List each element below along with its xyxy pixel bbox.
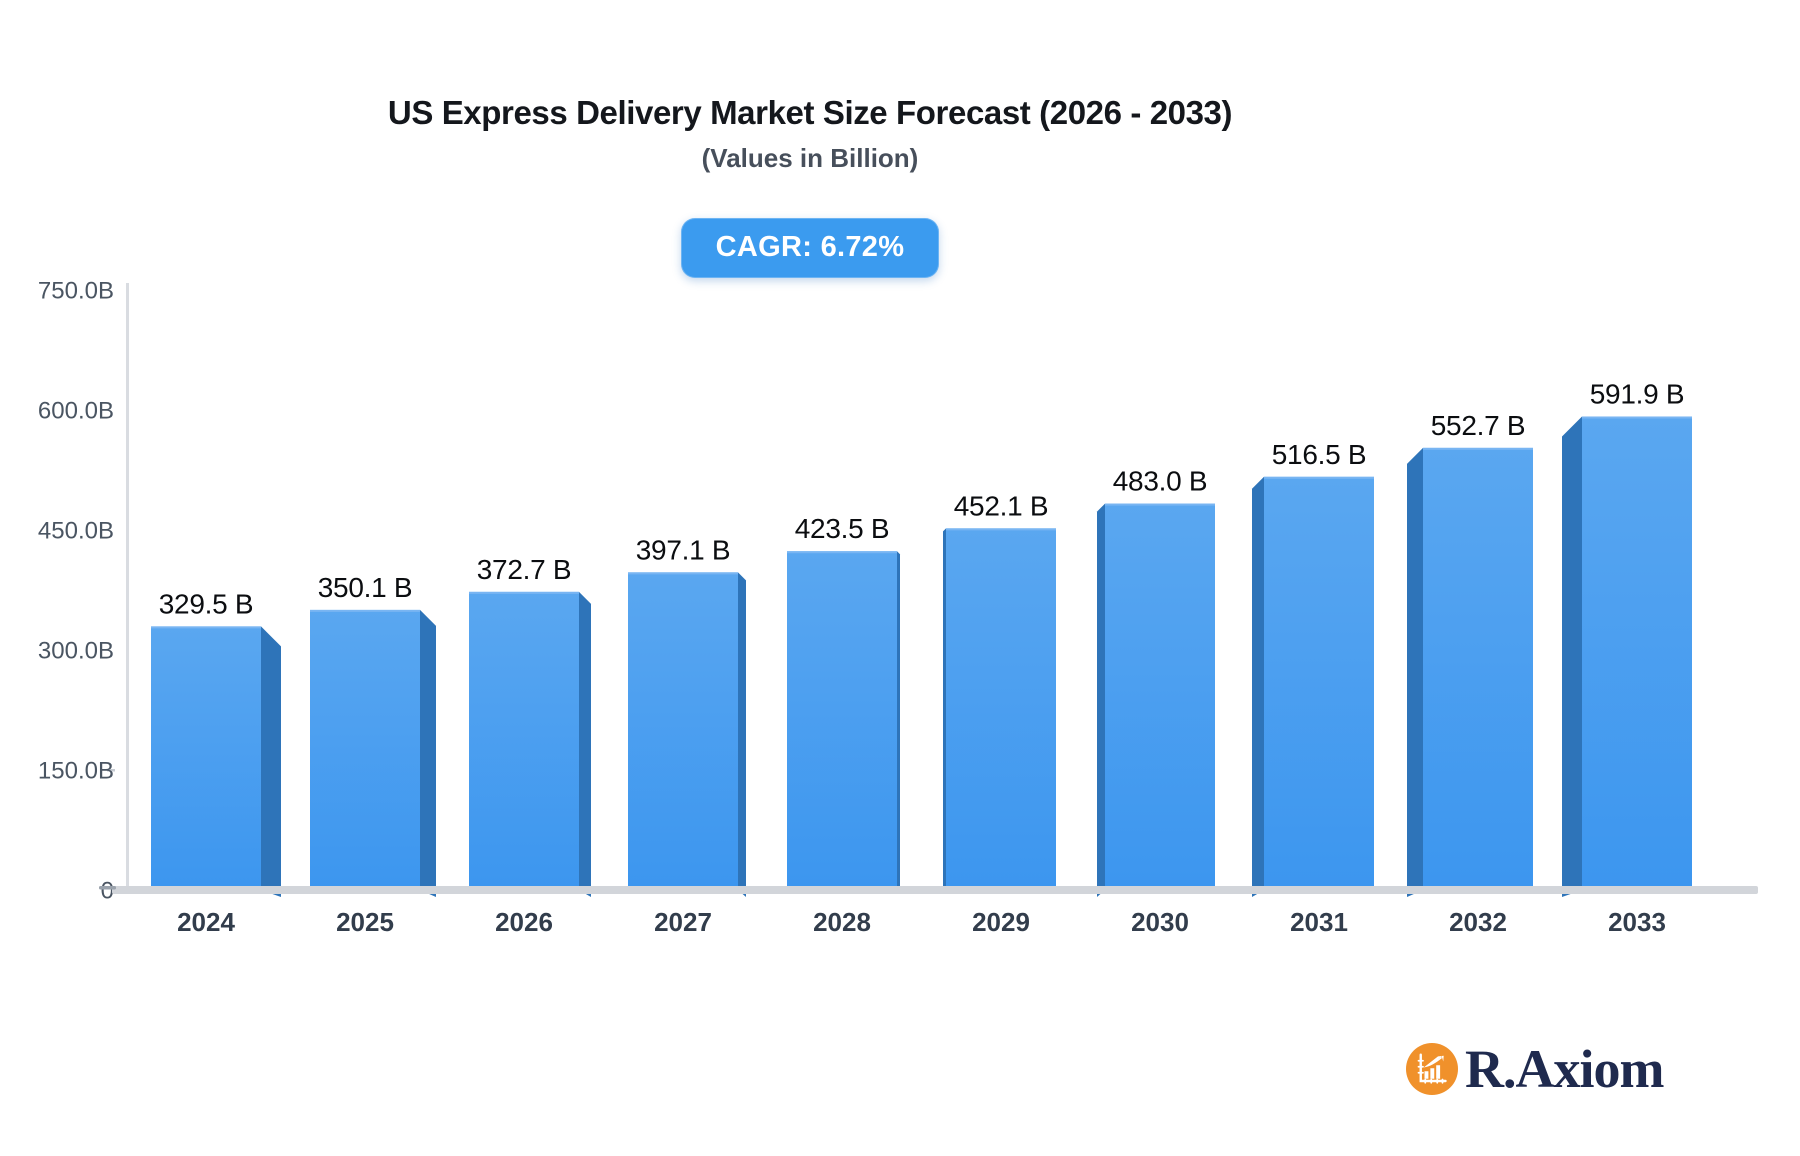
x-tick-label: 2031 xyxy=(1290,907,1348,937)
x-tick-label: 2026 xyxy=(495,907,553,937)
bar-value-label: 329.5 B xyxy=(159,588,253,619)
bar-2031 xyxy=(1264,476,1374,890)
x-tick-label: 2028 xyxy=(813,907,871,937)
y-tick-150 xyxy=(107,769,115,772)
bar-side-2032 xyxy=(1407,447,1423,897)
bar-value-label: 452.1 B xyxy=(954,490,1048,521)
bar-side-2025 xyxy=(420,609,436,897)
bar-side-2029 xyxy=(943,528,946,893)
x-tick-label: 2032 xyxy=(1449,907,1507,937)
x-tick-label: 2029 xyxy=(972,907,1030,937)
x-axis-baseline xyxy=(112,886,1758,894)
bar-side-2028 xyxy=(897,551,900,893)
bar-2032 xyxy=(1423,447,1533,890)
bar-2025 xyxy=(310,609,420,890)
bar-value-label: 397.1 B xyxy=(636,534,730,565)
bar-side-2031 xyxy=(1252,476,1264,897)
bar-side-2033 xyxy=(1562,416,1582,897)
bar-2028 xyxy=(787,551,897,890)
bar-2033 xyxy=(1582,416,1692,890)
bar-side-2024 xyxy=(261,626,281,897)
cagr-badge: CAGR: 6.72% xyxy=(680,218,940,278)
bar-2029 xyxy=(946,528,1056,890)
chart-header: US Express Delivery Market Size Forecast… xyxy=(0,0,1620,278)
bar-2026 xyxy=(469,591,579,890)
bar-side-2030 xyxy=(1097,503,1105,897)
brand-logo: R.Axiom xyxy=(1406,1038,1664,1100)
x-tick-label: 2027 xyxy=(654,907,712,937)
bar-2024 xyxy=(151,626,261,890)
y-tick-label: 0 xyxy=(101,878,114,905)
bar-side-2027 xyxy=(738,572,746,897)
logo-circle xyxy=(1406,1043,1458,1095)
y-tick-label: 150.0B xyxy=(38,758,114,785)
bar-value-label: 552.7 B xyxy=(1431,410,1525,441)
bar-value-label: 483.0 B xyxy=(1113,466,1207,497)
bar-2027 xyxy=(628,572,738,890)
bar-value-label: 372.7 B xyxy=(477,554,571,585)
bar-value-label: 516.5 B xyxy=(1272,439,1366,470)
bar-value-label: 350.1 B xyxy=(318,572,412,603)
x-tick-label: 2025 xyxy=(336,907,394,937)
chart-subtitle: (Values in Billion) xyxy=(701,143,919,173)
bar-side-2026 xyxy=(579,591,591,897)
x-tick-label: 2024 xyxy=(177,907,235,937)
y-tick-label: 300.0B xyxy=(38,638,114,665)
bar-value-label: 591.9 B xyxy=(1590,378,1684,409)
logo-text: R.Axiom xyxy=(1465,1039,1664,1099)
y-tick-label: 450.0B xyxy=(38,518,114,545)
x-tick-label: 2030 xyxy=(1131,907,1189,937)
bar-2030 xyxy=(1105,503,1215,890)
y-tick-zero xyxy=(99,886,116,890)
y-tick-label: 600.0B xyxy=(38,398,114,425)
y-tick-label: 750.0B xyxy=(38,278,114,305)
bar-value-label: 423.5 B xyxy=(795,513,889,544)
y-axis-line xyxy=(126,283,129,890)
bar-chart-growth-icon xyxy=(1417,1053,1447,1084)
x-tick-label: 2033 xyxy=(1608,907,1666,937)
chart-title: US Express Delivery Market Size Forecast… xyxy=(387,94,1233,131)
